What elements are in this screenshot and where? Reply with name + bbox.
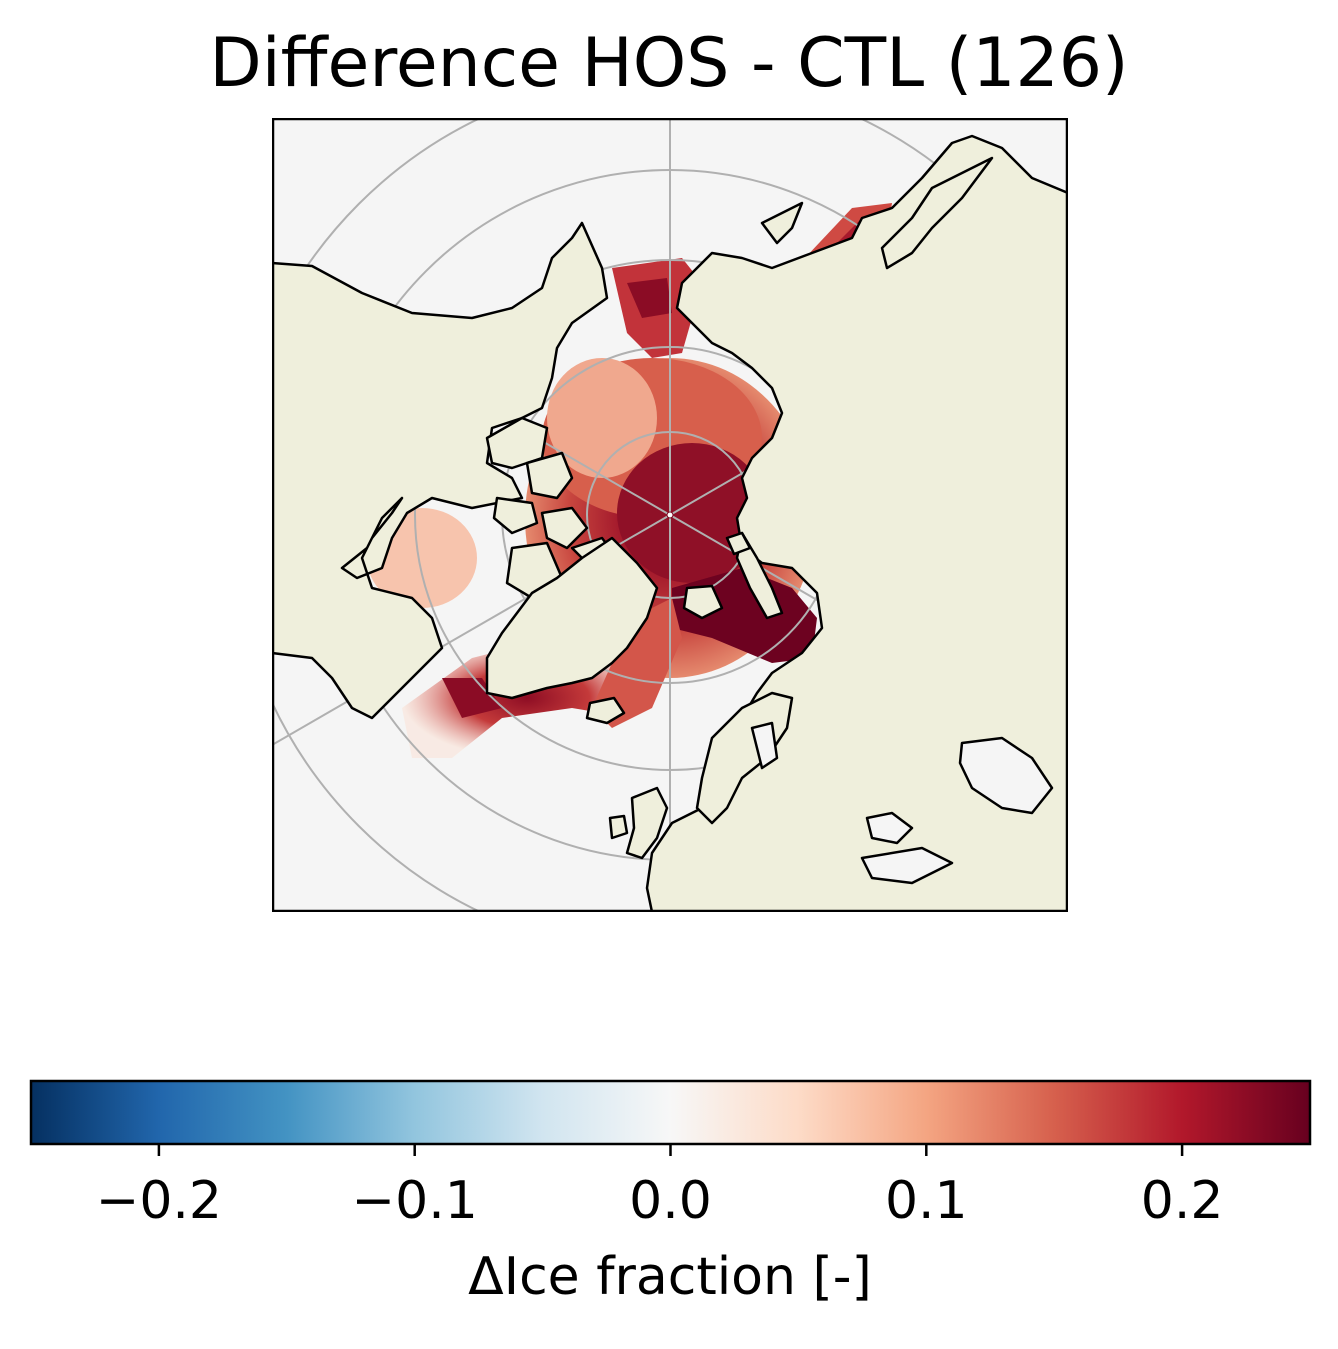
colorbar-tick-label: 0.1 bbox=[885, 1171, 968, 1231]
north-pole-marker bbox=[666, 511, 674, 519]
colorbar-tick-label: 0.2 bbox=[1141, 1171, 1224, 1231]
colorbar-ticks: −0.2 −0.1 0.0 0.1 0.2 bbox=[96, 1144, 1224, 1231]
chart-title: Difference HOS - CTL (126) bbox=[209, 24, 1129, 103]
greenland bbox=[485, 536, 659, 700]
land bbox=[272, 134, 1068, 912]
polar-map bbox=[272, 118, 1068, 912]
colorbar-tick-label: −0.2 bbox=[96, 1171, 222, 1231]
colorbar-tick-label: 0.0 bbox=[629, 1171, 712, 1231]
colorbar-label: ΔIce fraction [-] bbox=[468, 1247, 872, 1307]
map-frame bbox=[272, 118, 1068, 912]
north-america bbox=[272, 221, 609, 720]
colorbar: −0.2 −0.1 0.0 0.1 0.2 ΔIce fraction [-] bbox=[29, 1079, 1312, 1307]
colorbar-gradient bbox=[29, 1079, 1312, 1146]
colorbar-tick-label: −0.1 bbox=[352, 1171, 478, 1231]
inland-seas bbox=[750, 721, 1054, 885]
